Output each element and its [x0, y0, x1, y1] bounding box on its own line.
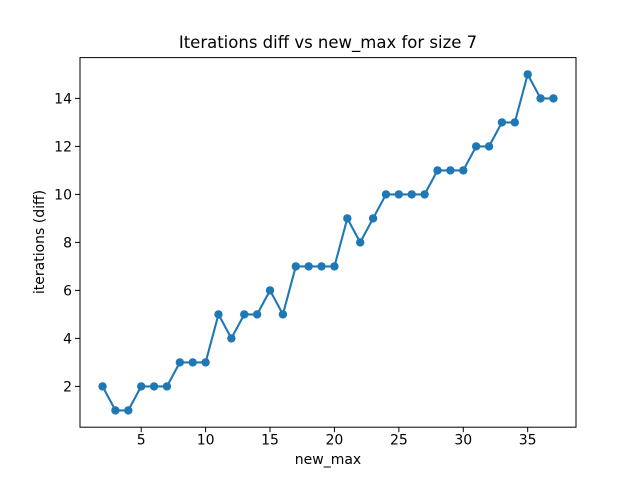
data-point [368, 214, 378, 223]
x-tick-label: 10 [197, 433, 215, 449]
data-point [252, 310, 262, 319]
x-tick-label: 25 [390, 433, 408, 449]
data-point [407, 190, 416, 199]
x-tick-label: 30 [454, 433, 472, 449]
data-points [98, 70, 558, 415]
data-point [188, 358, 197, 367]
data-point [330, 262, 339, 271]
data-point [484, 142, 494, 151]
data-point [394, 190, 404, 199]
data-point [523, 70, 532, 79]
x-tick-label: 20 [326, 433, 344, 449]
data-point [459, 166, 468, 175]
data-point [124, 406, 133, 415]
data-point [149, 382, 159, 391]
data-point [175, 358, 185, 367]
data-point [433, 166, 442, 175]
x-axis-ticks: 5 10 15 20 25 30 35 [137, 427, 537, 449]
data-point [162, 382, 172, 391]
data-point [317, 262, 326, 271]
data-point [136, 382, 146, 391]
y-tick-label: 2 [63, 379, 72, 395]
y-tick-label: 8 [63, 235, 72, 251]
data-point [265, 286, 275, 295]
data-point [446, 166, 455, 175]
data-point [201, 358, 210, 367]
x-axis-label: new_max [294, 452, 362, 468]
data-point [536, 94, 545, 103]
data-point [227, 334, 236, 343]
data-point [510, 118, 520, 127]
data-point [304, 262, 313, 271]
y-tick-label: 6 [63, 283, 72, 299]
data-point [98, 382, 107, 391]
data-point [240, 310, 249, 319]
data-point [343, 214, 352, 223]
y-tick-label: 12 [54, 139, 72, 155]
data-line [101, 73, 554, 412]
y-tick-label: 4 [63, 331, 72, 347]
data-point [420, 190, 429, 199]
data-point [291, 262, 300, 271]
x-tick-label: 35 [519, 433, 537, 449]
data-point [278, 310, 288, 319]
x-tick-label: 15 [261, 433, 279, 449]
data-point [111, 406, 120, 415]
data-point [356, 238, 365, 247]
y-tick-label: 10 [54, 187, 72, 203]
data-point [214, 310, 223, 319]
data-point [471, 142, 481, 151]
plot-border [79, 57, 577, 428]
data-point [497, 118, 507, 127]
x-tick-label: 5 [137, 433, 146, 449]
y-axis-ticks: 2 4 6 8 10 12 14 [54, 91, 80, 395]
y-tick-label: 14 [54, 91, 72, 107]
chart-title: Iterations diff vs new_max for size 7 [178, 33, 478, 52]
data-point [549, 94, 558, 103]
data-point [381, 190, 391, 199]
